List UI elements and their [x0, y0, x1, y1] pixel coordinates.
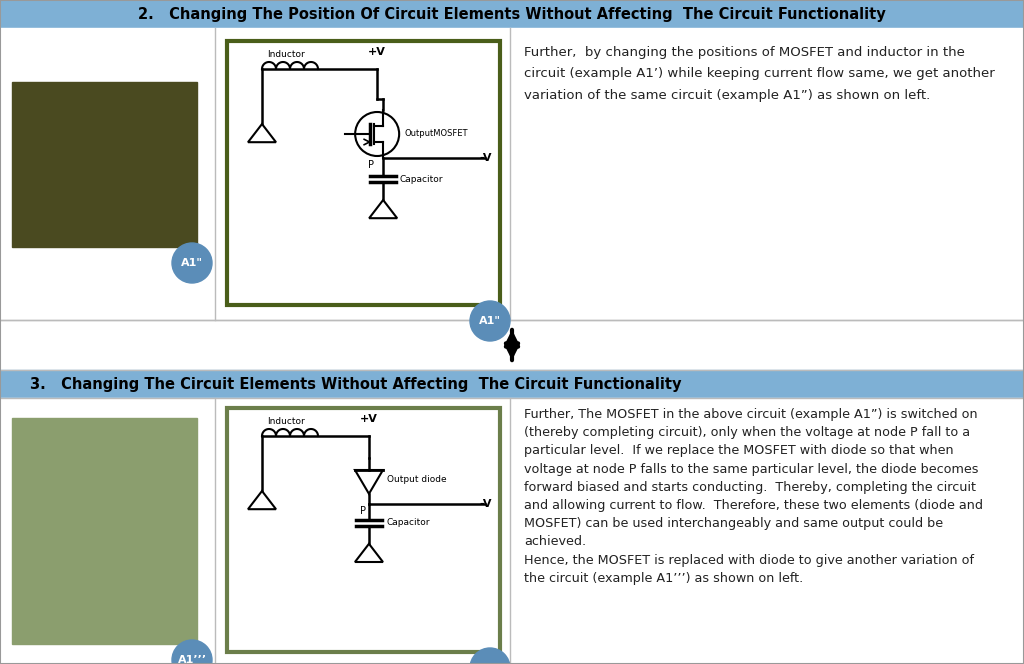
Text: +V: +V	[369, 47, 386, 57]
Text: A1’’’: A1’’’	[475, 663, 505, 664]
Text: 3.   Changing The Circuit Elements Without Affecting  The Circuit Functionality: 3. Changing The Circuit Elements Without…	[30, 376, 682, 392]
Circle shape	[172, 243, 212, 283]
Bar	[0, 0, 1024, 28]
Circle shape	[172, 640, 212, 664]
Bar	[12, 418, 197, 644]
Polygon shape	[355, 470, 383, 494]
Circle shape	[355, 112, 399, 156]
Text: Further,  by changing the positions of MOSFET and inductor in the
circuit (examp: Further, by changing the positions of MO…	[524, 46, 994, 102]
Text: A1": A1"	[479, 316, 501, 326]
Text: -V: -V	[479, 499, 492, 509]
Bar	[0, 398, 1024, 664]
Text: A1’’’: A1’’’	[177, 655, 207, 664]
Polygon shape	[248, 124, 276, 142]
Polygon shape	[355, 544, 383, 562]
Bar	[12, 82, 197, 247]
Polygon shape	[248, 491, 276, 509]
Text: Further, The MOSFET in the above circuit (example A1”) is switched on
(thereby c: Further, The MOSFET in the above circuit…	[524, 408, 983, 585]
Circle shape	[470, 648, 510, 664]
Text: A1": A1"	[181, 258, 203, 268]
Bar	[0, 370, 1024, 398]
Text: -V: -V	[479, 153, 492, 163]
Bar	[0, 28, 1024, 320]
Text: Output diode: Output diode	[387, 475, 446, 483]
Text: 2.   Changing The Position Of Circuit Elements Without Affecting  The Circuit Fu: 2. Changing The Position Of Circuit Elem…	[138, 7, 886, 21]
Circle shape	[470, 301, 510, 341]
Bar	[227, 41, 500, 305]
Polygon shape	[369, 200, 397, 218]
Text: Inductor: Inductor	[267, 417, 305, 426]
Bar	[227, 408, 500, 652]
Text: +V: +V	[360, 414, 378, 424]
Text: P: P	[369, 160, 374, 170]
Bar	[0, 320, 1024, 370]
Text: P: P	[360, 506, 366, 516]
Text: Capacitor: Capacitor	[399, 175, 442, 183]
Text: Inductor: Inductor	[267, 50, 305, 59]
Text: Capacitor: Capacitor	[387, 519, 430, 527]
Text: OutputMOSFET: OutputMOSFET	[404, 129, 468, 139]
